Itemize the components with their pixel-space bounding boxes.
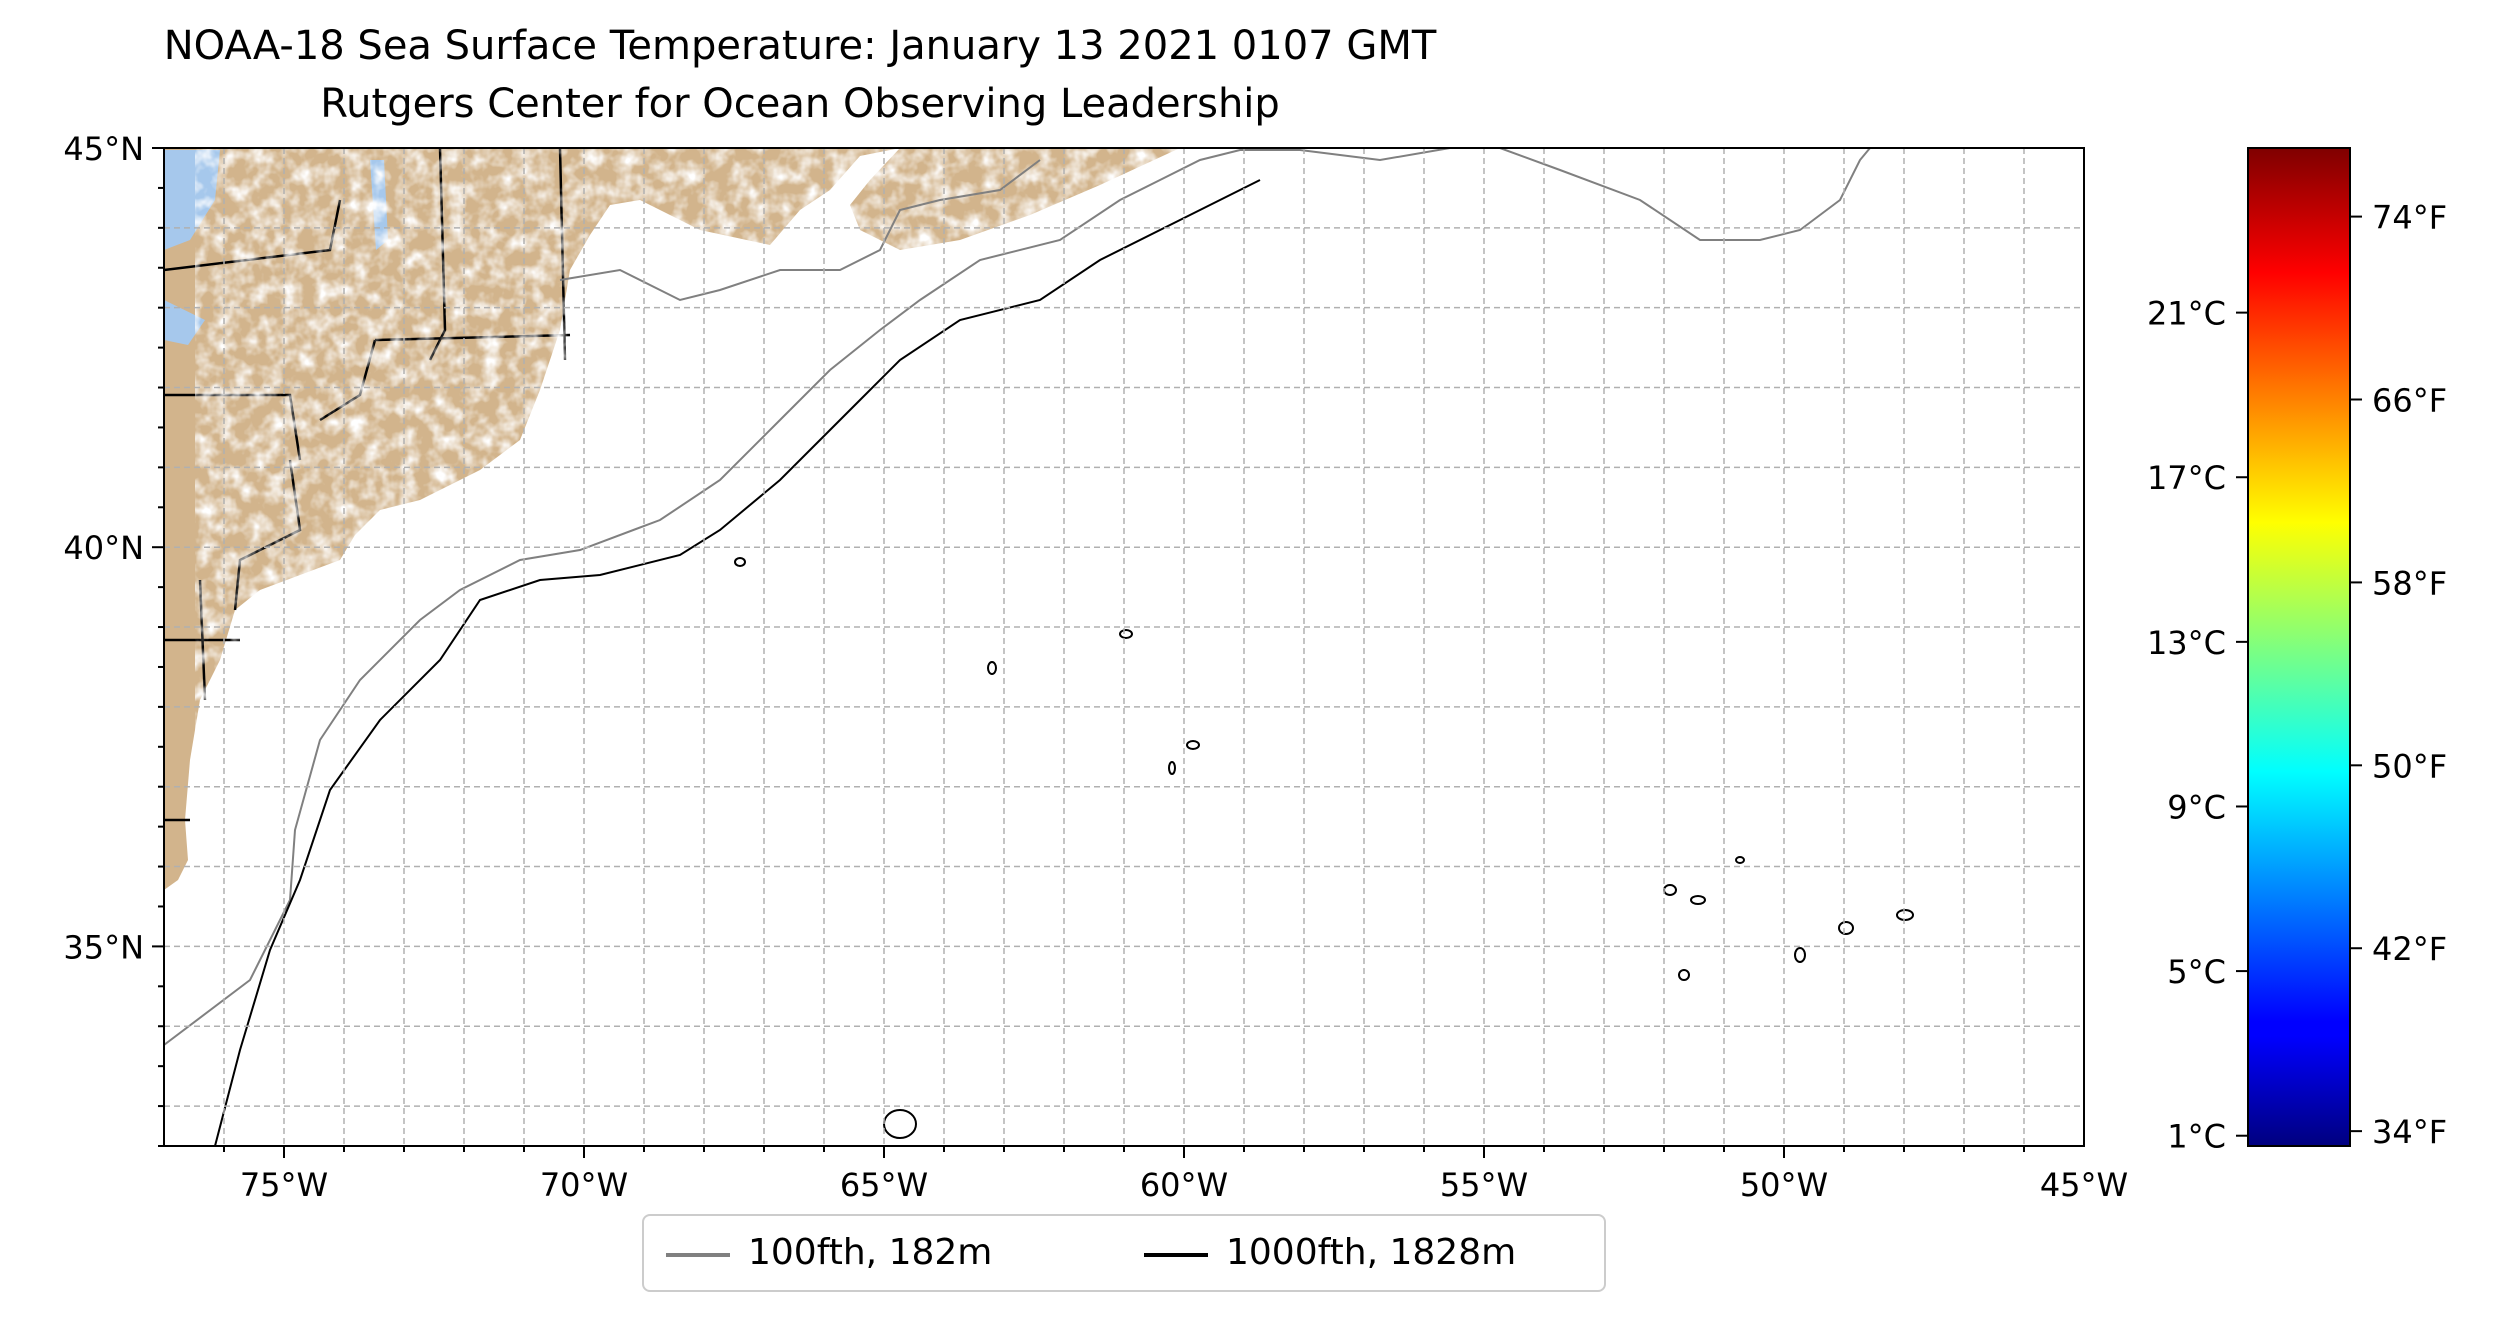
colorbar-label-f: 34°F [2372,1113,2447,1151]
sst-data [195,148,1790,1146]
lon-tick-label: 50°W [1740,1166,1828,1204]
isobath-100fth-east [1499,148,1871,241]
colorbar-label-f: 42°F [2372,930,2447,968]
lat-tick-label: 35°N [63,928,144,966]
colorbar-tick-labels: 74°F 66°F 58°F 50°F 42°F 34°F 21°C 17°C 13°C 9°C 5… [2147,199,2447,1156]
lon-tick-label: 45°W [2040,1166,2128,1204]
legend-swatch-100fth [666,1253,730,1257]
lon-tick-label: 70°W [540,1166,628,1204]
land-mass [164,148,900,890]
isobath-100fth-gulf-of-maine [559,159,1041,302]
colorbar [2247,147,2351,1147]
lon-tick-label: 65°W [840,1166,928,1204]
map-panel [164,148,2084,1146]
colorbar-label-c: 1°C [2167,1118,2226,1156]
map-subtitle: Rutgers Center for Ocean Observing Leade… [320,81,1280,127]
lat-tick-label: 45°N [63,130,144,168]
lake [164,300,205,345]
colorbar-ticks [2236,215,2362,1137]
lon-tick-label: 75°W [240,1166,328,1204]
lon-tick-label: 55°W [1440,1166,1528,1204]
colorbar-label-c: 21°C [2147,295,2226,333]
isobath-100fth [164,148,1451,1046]
map-title: NOAA-18 Sea Surface Temperature: January… [163,23,1437,69]
map-tick-labels: 45°N 40°N 35°N 75°W 70°W 65°W 60°W 55°W 50°W 45°W [63,130,2128,1204]
colorbar-label-f: 58°F [2372,564,2447,602]
lat-tick-label: 40°N [63,529,144,567]
gridlines [164,148,2084,1146]
colorbar-label-c: 5°C [2167,953,2226,991]
colorbar-label-f: 50°F [2372,747,2447,785]
legend-label-100fth: 100fth, 182m [748,1232,993,1273]
colorbar-label-c: 9°C [2167,788,2226,826]
map-ticks [152,147,2025,1158]
colorbar-label-c: 17°C [2147,459,2226,497]
legend-swatch-1000fth [1144,1253,1208,1257]
colorbar-label-f: 66°F [2372,382,2447,420]
lon-tick-label: 60°W [1140,1166,1228,1204]
legend-label-1000fth: 1000fth, 1828m [1226,1232,1517,1273]
isobath-1000fth [214,179,1261,1146]
colorbar-label-f: 74°F [2372,199,2447,237]
lake [164,150,220,250]
legend: 100fth, 182m 1000fth, 1828m [642,1214,1606,1292]
colorbar-label-c: 13°C [2147,624,2226,662]
